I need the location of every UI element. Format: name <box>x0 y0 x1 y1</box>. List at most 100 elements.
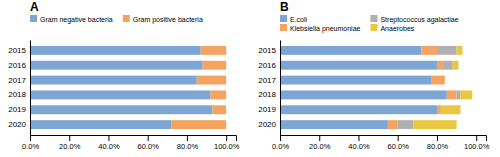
tick-label: 40.0% <box>348 142 370 151</box>
bar-segment <box>437 61 443 70</box>
tick-mark <box>319 135 320 141</box>
tick: 2017 <box>8 76 30 85</box>
tick-label: 2015 <box>8 46 26 55</box>
bar-segment <box>30 105 212 114</box>
value-axis: 0.0%20.0%40.0%60.0%80.0%100.0% <box>272 135 490 151</box>
tick: 2020 <box>8 120 30 129</box>
tick-label: 2017 <box>258 76 276 85</box>
tick-label: 40.0% <box>98 142 120 151</box>
legend-swatch <box>30 15 37 22</box>
legend-swatch <box>370 15 377 22</box>
tick: 80.0% <box>427 135 449 151</box>
bar-segment <box>280 76 431 85</box>
legend: E.coliKlebsiella pneumoniaeStreptococcus… <box>280 15 459 33</box>
bar-segment <box>460 90 472 99</box>
bar-segment <box>441 105 461 114</box>
tick-label: 2020 <box>8 120 26 129</box>
legend-swatch <box>123 15 130 22</box>
bar-segment <box>388 120 398 129</box>
tick-mark <box>398 135 399 141</box>
tick-mark <box>148 135 149 141</box>
tick: 2020 <box>258 120 280 129</box>
tick: 2019 <box>258 105 280 114</box>
legend-label: Anaerobes <box>380 25 414 32</box>
legend-label: Gram negative bacteria <box>40 16 113 24</box>
tick: 2017 <box>258 76 280 85</box>
tick-mark <box>69 135 70 141</box>
tick: 2015 <box>8 46 30 55</box>
bar-segment <box>443 61 453 70</box>
bar-segment <box>421 46 437 55</box>
axis-line <box>30 41 31 136</box>
tick: 40.0% <box>348 135 370 151</box>
bar-segment <box>210 90 226 99</box>
legend-label: Gram positive bacteria <box>133 16 203 24</box>
title: B <box>280 0 289 14</box>
legend-label: Klebsiella pneumoniae <box>290 25 361 33</box>
tick-label: 2019 <box>8 105 26 114</box>
bar-segment <box>447 90 457 99</box>
tick: 2016 <box>258 61 280 70</box>
legend-item: Gram negative bacteria <box>30 15 113 24</box>
bar-segment <box>280 61 437 70</box>
legend-swatch <box>280 24 287 31</box>
legend-item: Gram positive bacteria <box>123 15 203 24</box>
bar-segment <box>437 46 457 55</box>
tick-label: 80.0% <box>177 142 199 151</box>
legend-label: E.coli <box>290 16 308 23</box>
tick-label: 2016 <box>258 61 276 70</box>
bar-segment <box>30 61 203 70</box>
tick-label: 100.0% <box>214 142 240 151</box>
tick: 0.0% <box>272 135 289 151</box>
tick: 60.0% <box>388 135 410 151</box>
tick-label: 80.0% <box>427 142 449 151</box>
bar-segment <box>444 76 445 85</box>
tick-label: 2020 <box>258 120 276 129</box>
bar-segment <box>398 120 414 129</box>
tick: 20.0% <box>59 135 81 151</box>
legend-swatch <box>280 15 287 22</box>
bar-segment <box>280 46 421 55</box>
tick-mark <box>280 135 281 141</box>
axis-line <box>31 136 237 142</box>
bar-segment <box>212 105 226 114</box>
tick-label: 2016 <box>8 61 26 70</box>
bar-segment <box>30 46 201 55</box>
category-axis: 201520162017201820192020 <box>8 41 30 136</box>
tick: 2016 <box>8 61 30 70</box>
value-axis: 0.0% 20.0% 40.0% 60.0% 80.0% 100.0% <box>22 135 240 151</box>
legend: Gram negative bacteria Gram positive bact… <box>30 15 203 24</box>
bar-segment <box>30 120 171 129</box>
tick: 100.0% <box>214 135 240 151</box>
chart: 0.0% 20.0% 40.0% 60.0% 80.0% 100.0% 2015 2016 20… <box>0 0 500 157</box>
title: A <box>30 0 39 14</box>
legend-swatch <box>370 24 377 31</box>
tick: 2015 <box>258 46 280 55</box>
tick: 0.0% <box>22 135 39 151</box>
legend-item: E.coli <box>280 15 308 23</box>
panel: 0.0% 20.0% 40.0% 60.0% 80.0% 100.0% 2015 2016 20… <box>8 0 240 151</box>
bar-segment <box>280 90 447 99</box>
axis-line <box>281 136 487 142</box>
bar-segment <box>437 105 441 114</box>
tick-label: 20.0% <box>309 142 331 151</box>
bar-segment <box>203 61 227 70</box>
bar-segment <box>30 90 210 99</box>
panel: 0.0%20.0%40.0%60.0%80.0%100.0%2015201620… <box>258 0 490 151</box>
bar-segment <box>431 76 445 85</box>
category-axis: 201520162017201820192020 <box>258 41 280 136</box>
bar-segment <box>280 120 388 129</box>
tick-label: 2017 <box>8 76 26 85</box>
tick-mark <box>30 135 31 141</box>
tick-mark <box>226 135 227 141</box>
bar-segment <box>444 76 445 85</box>
tick-label: 60.0% <box>138 142 160 151</box>
bar-segment <box>453 61 459 70</box>
bar-segment <box>171 120 226 129</box>
axis-line <box>280 41 281 136</box>
bar-segment <box>280 105 437 114</box>
bars <box>30 46 226 129</box>
tick: 40.0% <box>98 135 120 151</box>
tick: 2019 <box>8 105 30 114</box>
tick: 20.0% <box>309 135 331 151</box>
